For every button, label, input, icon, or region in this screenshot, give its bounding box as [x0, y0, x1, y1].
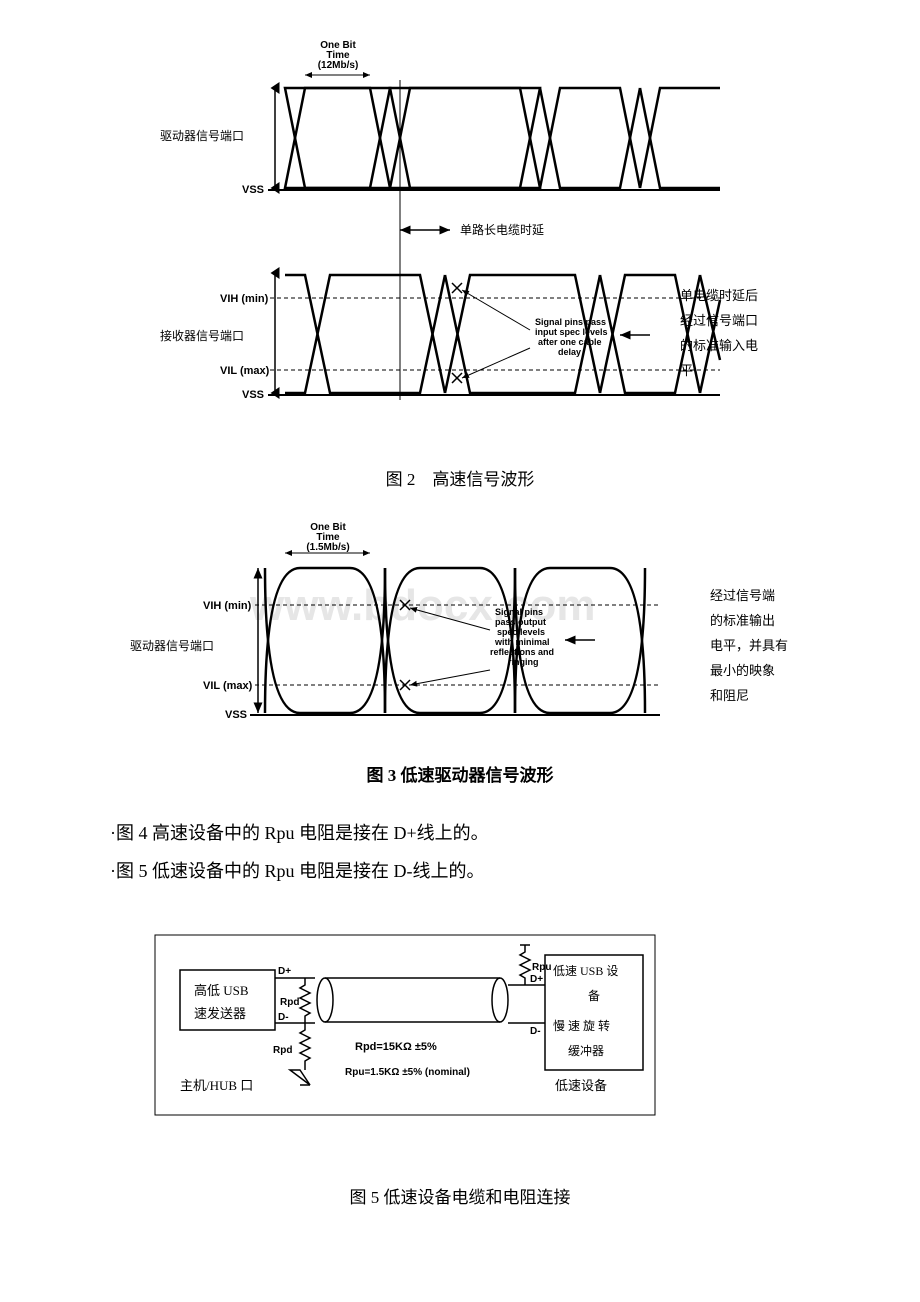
d-minus-label: D- [278, 1012, 289, 1023]
bit-time-3: (1.5Mb/s) [306, 542, 349, 553]
dev-box-line1: 低速 USB 设 [553, 964, 618, 978]
svg-text:with minimal: with minimal [494, 637, 550, 647]
svg-text:经过信号端: 经过信号端 [710, 588, 775, 603]
svg-text:Signal pins pass: Signal pins pass [535, 317, 606, 327]
figure-3-caption: 图 3 低速驱动器信号波形 [60, 761, 860, 786]
rpu-spec: Rpu=1.5KΩ ±5% (nominal) [345, 1067, 470, 1078]
driver-waveform: One Bit Time (12Mb/s) [268, 40, 720, 190]
d-plus-label: D+ [278, 966, 291, 977]
svg-text:的标准输出: 的标准输出 [710, 613, 775, 628]
svg-text:reflections and: reflections and [490, 647, 554, 657]
svg-text:input spec levels: input spec levels [535, 327, 608, 337]
dev-box-line3: 慢 速 旋 转 [553, 1018, 610, 1033]
host-box-line2: 速发送器 [194, 1006, 246, 1021]
svg-text:经过信号端口: 经过信号端口 [680, 313, 758, 328]
cable-delay-label: 单路长电缆时延 [460, 222, 544, 237]
vss-3: VSS [225, 709, 247, 721]
svg-text:电平，并具有: 电平，并具有 [710, 638, 788, 653]
dev-d-minus: D- [530, 1026, 541, 1037]
dev-box-line4: 缓冲器 [568, 1043, 604, 1058]
figure-3: www.bdocx.com One Bit Time (1.5Mb/s) 驱动器… [60, 520, 860, 745]
body-text-2: ·图 5 低速设备中的 Rpu 电阻是接在 D-线上的。 [60, 854, 860, 888]
svg-text:after one cable: after one cable [538, 337, 602, 347]
host-box-line1: 高低 USB [194, 983, 249, 998]
signal-pins-note: Signal pins pass input spec levels after… [535, 317, 650, 357]
svg-text:ringing: ringing [508, 657, 539, 667]
dev-box-line2: 备 [588, 989, 600, 1003]
host-label: 主机/HUB 口 [180, 1078, 253, 1093]
rpu-label: Rpu [532, 962, 551, 973]
receiver-port-label: 接收器信号端口 [160, 328, 244, 343]
rpd-spec: Rpd=15KΩ ±5% [355, 1041, 437, 1053]
svg-text:spec levels: spec levels [497, 627, 545, 637]
receiver-waveform [268, 273, 720, 395]
svg-text:Signal pins: Signal pins [495, 607, 543, 617]
rpd-label-1: Rpd [280, 997, 299, 1008]
vil-max-label: VIL (max) [220, 365, 270, 377]
driver-port-label-3: 驱动器信号端口 [130, 639, 214, 653]
body-text-1: ·图 4 高速设备中的 Rpu 电阻是接在 D+线上的。 [60, 816, 860, 850]
vil-max-3: VIL (max) [203, 680, 253, 692]
bit-time-label-3: (12Mb/s) [318, 60, 359, 71]
figure-2: One Bit Time (12Mb/s) 驱动器信号端口 VSS 单路长电缆时… [60, 40, 860, 445]
rpd-label-2: Rpd [273, 1045, 292, 1056]
right-note-3: 经过信号端 的标准输出 电平，并具有 最小的映象 和阻尼 [710, 588, 788, 703]
vss-label-1: VSS [242, 184, 264, 196]
dev-label: 低速设备 [555, 1078, 607, 1093]
svg-text:平: 平 [680, 363, 693, 378]
vss-label-2: VSS [242, 389, 264, 401]
driver-port-label: 驱动器信号端口 [160, 129, 244, 143]
svg-text:pass output: pass output [495, 617, 546, 627]
vih-min-3: VIH (min) [203, 600, 252, 612]
vih-min-label: VIH (min) [220, 293, 269, 305]
svg-text:的标准输入电: 的标准输入电 [680, 338, 758, 353]
svg-text:最小的映象: 最小的映象 [710, 663, 775, 678]
svg-text:单电缆时延后: 单电缆时延后 [680, 288, 758, 303]
right-note: 单电缆时延后 经过信号端口 的标准输入电 平 [680, 288, 758, 378]
svg-text:delay: delay [558, 347, 581, 357]
svg-text:和阻尼: 和阻尼 [710, 688, 749, 703]
figure-5-caption: 图 5 低速设备电缆和电阻连接 [60, 1183, 860, 1208]
figure-5: 高低 USB 速发送器 主机/HUB 口 D+ D- Rpd Rpd Rpd=1… [60, 930, 860, 1135]
figure-2-caption: 图 2 高速信号波形 [60, 465, 860, 490]
dev-d-plus: D+ [530, 974, 543, 985]
